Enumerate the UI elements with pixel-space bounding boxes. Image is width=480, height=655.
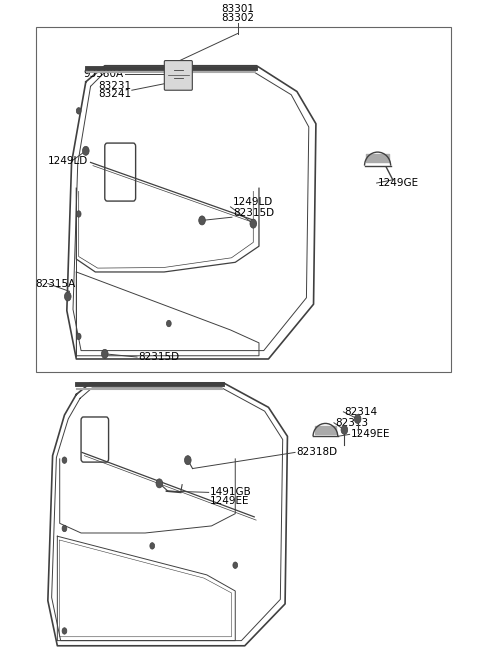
Circle shape bbox=[156, 479, 163, 488]
Circle shape bbox=[76, 107, 81, 114]
Text: 83302: 83302 bbox=[221, 12, 254, 22]
Circle shape bbox=[101, 349, 108, 358]
Text: 93580A: 93580A bbox=[84, 69, 124, 79]
Bar bbox=[36, 27, 451, 372]
Circle shape bbox=[354, 415, 361, 423]
Text: 1249GE: 1249GE bbox=[378, 178, 419, 188]
Circle shape bbox=[76, 211, 81, 217]
Text: 1249EE: 1249EE bbox=[350, 430, 390, 440]
Circle shape bbox=[83, 146, 89, 155]
Circle shape bbox=[150, 542, 155, 549]
Text: 82314: 82314 bbox=[344, 407, 377, 417]
Circle shape bbox=[62, 627, 67, 634]
Circle shape bbox=[341, 425, 348, 434]
Text: 1249LD: 1249LD bbox=[48, 156, 88, 166]
Circle shape bbox=[62, 457, 67, 463]
Text: 83241: 83241 bbox=[99, 89, 132, 99]
Text: 1249LD: 1249LD bbox=[233, 197, 273, 208]
Circle shape bbox=[233, 562, 238, 569]
FancyBboxPatch shape bbox=[164, 60, 192, 90]
Text: 1249EE: 1249EE bbox=[210, 496, 249, 506]
Text: 82313: 82313 bbox=[335, 418, 368, 428]
Text: 82315D: 82315D bbox=[138, 352, 179, 362]
Text: 1491GB: 1491GB bbox=[210, 487, 252, 497]
Circle shape bbox=[199, 216, 205, 225]
Circle shape bbox=[184, 456, 191, 464]
Text: 83301: 83301 bbox=[221, 4, 254, 14]
Text: 83231: 83231 bbox=[99, 81, 132, 91]
Circle shape bbox=[64, 292, 71, 301]
Text: 82318D: 82318D bbox=[296, 447, 337, 457]
Text: 82315A: 82315A bbox=[35, 278, 75, 289]
Circle shape bbox=[76, 333, 81, 340]
Text: 82315D: 82315D bbox=[233, 208, 274, 217]
Circle shape bbox=[62, 525, 67, 532]
Circle shape bbox=[167, 320, 171, 327]
Circle shape bbox=[250, 219, 257, 228]
